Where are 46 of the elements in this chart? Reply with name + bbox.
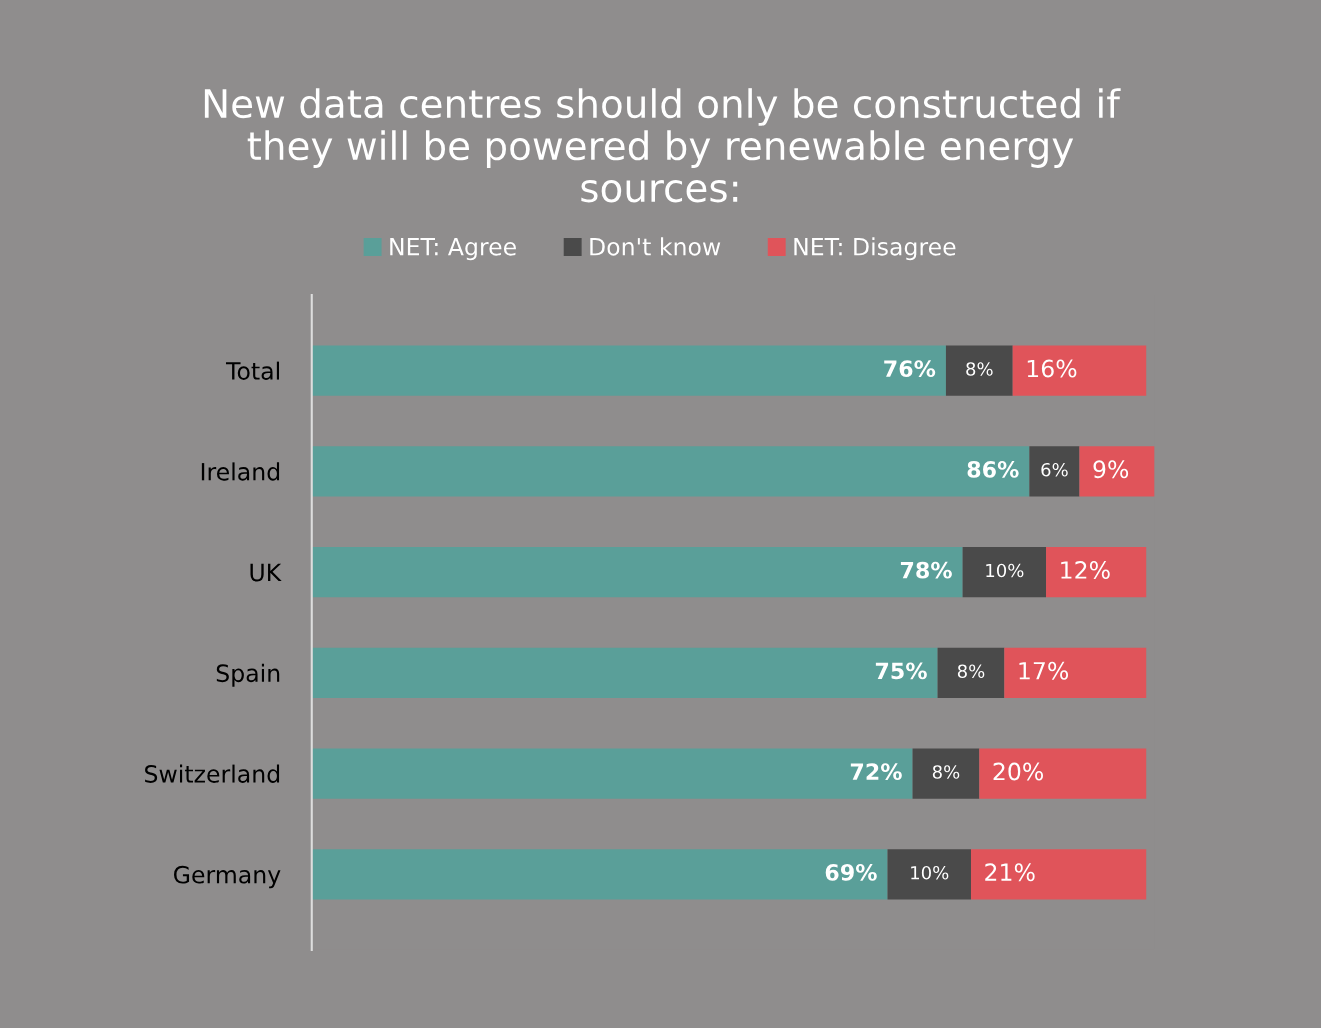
data-label: 78% xyxy=(900,561,952,579)
chart-title: New data centres should only be constructed if they will be powered by renewable energy sources: xyxy=(204,88,1121,203)
data-label: 8% xyxy=(966,362,993,376)
bar xyxy=(979,748,1147,799)
data-label: 69% xyxy=(825,863,877,881)
bar xyxy=(311,546,963,598)
bar xyxy=(311,849,888,900)
y-tick-label: Spain xyxy=(216,663,280,687)
bar xyxy=(1029,446,1080,497)
y-tick-label: Total xyxy=(225,361,279,380)
data-label: 8% xyxy=(957,664,985,679)
legend-label: NET: Agree xyxy=(390,238,516,261)
bar xyxy=(970,849,1147,900)
data-label: 6% xyxy=(1041,462,1068,477)
bar xyxy=(962,546,1047,598)
bar xyxy=(1004,647,1147,699)
data-label: 9% xyxy=(1093,460,1129,479)
data-label: 17% xyxy=(1019,661,1069,680)
legend-label: NET: Disagree xyxy=(794,237,956,261)
bar xyxy=(311,647,938,699)
data-label: 8% xyxy=(932,765,960,779)
bar xyxy=(945,345,1013,396)
bar xyxy=(1079,446,1155,497)
bar xyxy=(311,345,946,396)
data-label: 76% xyxy=(884,360,936,378)
data-label: 16% xyxy=(1027,359,1077,378)
bar xyxy=(1046,546,1147,598)
bar xyxy=(887,849,971,900)
legend-label: Don't know xyxy=(590,237,721,256)
bar xyxy=(912,748,980,799)
y-tick-label: Ireland xyxy=(201,462,280,481)
data-label: 10% xyxy=(986,563,1024,578)
data-label: 20% xyxy=(993,762,1044,781)
bar xyxy=(311,446,1030,497)
data-label: 86% xyxy=(967,460,1019,478)
y-tick-label: UK xyxy=(250,563,282,582)
y-tick-label: Germany xyxy=(174,865,281,889)
y-tick-label: Switzerland xyxy=(145,764,280,783)
bar xyxy=(1012,345,1147,396)
bar xyxy=(937,647,1005,699)
data-label: 12% xyxy=(1061,561,1110,579)
data-label: 72% xyxy=(850,763,902,781)
data-label: 21% xyxy=(985,863,1035,882)
data-label: 75% xyxy=(875,662,927,680)
bar xyxy=(311,748,913,799)
data-label: 10% xyxy=(911,865,949,880)
